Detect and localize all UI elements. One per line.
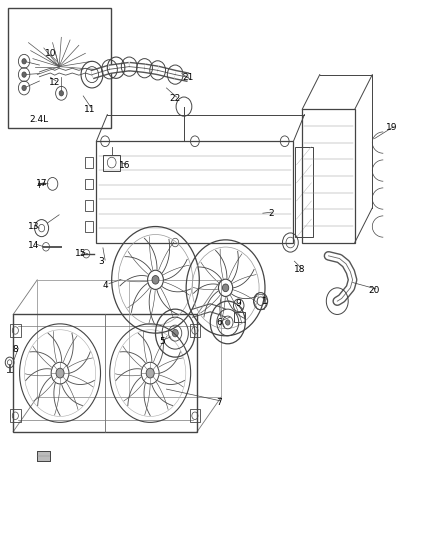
Text: 17: 17 — [36, 180, 47, 188]
Bar — [190, 409, 200, 422]
Text: 15: 15 — [75, 249, 87, 257]
Text: 19: 19 — [386, 124, 398, 132]
Circle shape — [22, 59, 26, 64]
Text: 8: 8 — [12, 345, 18, 353]
Bar — [10, 324, 21, 337]
Bar — [37, 451, 50, 461]
Bar — [37, 280, 221, 397]
Text: 12: 12 — [49, 78, 60, 87]
Text: 10: 10 — [45, 49, 56, 58]
Text: 9: 9 — [236, 300, 242, 308]
Circle shape — [152, 276, 159, 284]
Text: 4: 4 — [102, 281, 108, 289]
Text: 2: 2 — [269, 209, 274, 217]
Circle shape — [223, 284, 229, 292]
Bar — [85, 200, 93, 211]
Bar — [85, 221, 93, 232]
Text: 5: 5 — [159, 337, 165, 345]
Text: 16: 16 — [119, 161, 131, 169]
Text: 18: 18 — [294, 265, 306, 273]
Bar — [10, 409, 21, 422]
Circle shape — [226, 320, 230, 325]
Text: 7: 7 — [216, 398, 222, 407]
Text: 11: 11 — [84, 105, 95, 114]
Text: 22: 22 — [170, 94, 181, 103]
Text: 13: 13 — [28, 222, 39, 231]
Text: 3: 3 — [98, 257, 104, 265]
Circle shape — [59, 91, 64, 96]
Bar — [234, 312, 245, 322]
Text: 20: 20 — [369, 286, 380, 295]
Text: 21: 21 — [183, 73, 194, 82]
Bar — [85, 179, 93, 189]
Bar — [85, 157, 93, 168]
Bar — [8, 8, 111, 128]
Text: 2.4L: 2.4L — [30, 116, 49, 124]
Text: 1: 1 — [262, 297, 268, 305]
Text: 14: 14 — [28, 241, 39, 249]
Bar — [13, 314, 197, 432]
Circle shape — [22, 72, 26, 77]
Circle shape — [56, 368, 64, 378]
Bar — [302, 109, 355, 243]
Bar — [96, 141, 293, 243]
Text: 6: 6 — [216, 318, 222, 327]
Circle shape — [172, 329, 178, 337]
Bar — [37, 451, 50, 461]
Circle shape — [22, 85, 26, 91]
Bar — [295, 147, 313, 237]
Circle shape — [146, 368, 154, 378]
Bar — [190, 324, 200, 337]
Bar — [103, 155, 120, 171]
